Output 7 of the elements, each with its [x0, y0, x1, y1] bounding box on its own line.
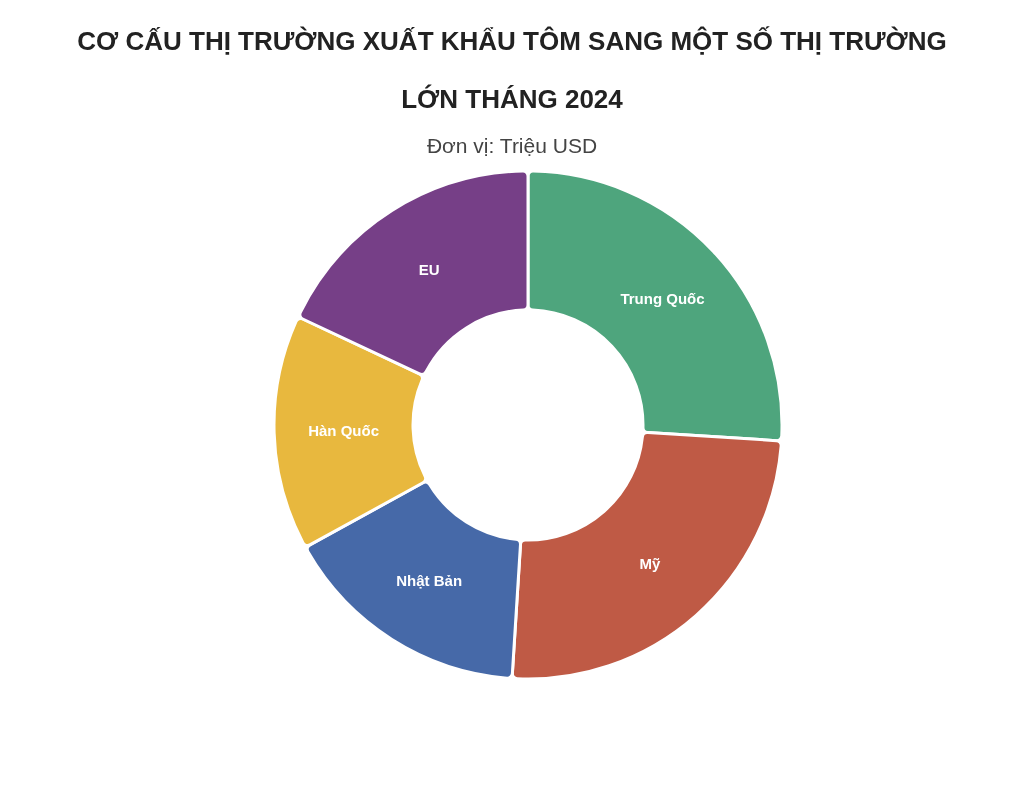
slice-label: EU [418, 260, 440, 278]
chart-subtitle: Đơn vị: Triệu USD [425, 134, 599, 158]
chart-title: CƠ CẤU THỊ TRƯỜNG XUẤT KHẨU TÔM SANG MỘT SỐ THỊ TRƯỜNG LỚN THÁNG 2024 [76, 25, 948, 116]
slice-label: Nhật Bản [396, 572, 463, 590]
slice-label: Trung Quốc [620, 290, 705, 308]
slice-label: Mỹ [639, 554, 662, 572]
slice-label: Hàn Quốc [308, 422, 380, 440]
